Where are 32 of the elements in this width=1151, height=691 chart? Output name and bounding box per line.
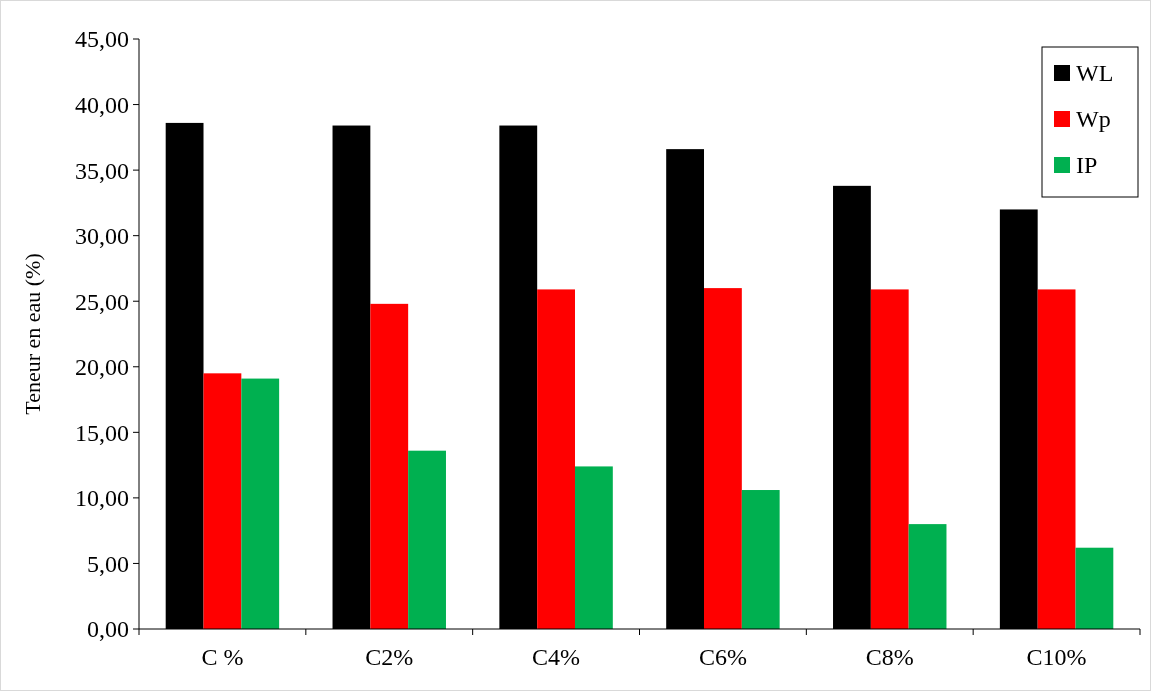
- y-tick-label: 45,00: [75, 26, 129, 53]
- y-axis-title: Teneur en eau (%): [20, 253, 45, 415]
- y-tick-label: 30,00: [75, 223, 129, 250]
- y-tick-label: 15,00: [75, 419, 129, 446]
- legend-label: WL: [1076, 60, 1114, 87]
- x-tick-label: C8%: [865, 644, 914, 670]
- y-tick-label: 40,00: [75, 91, 129, 118]
- x-tick-label: C4%: [532, 644, 581, 670]
- x-tick-label: C10%: [1026, 644, 1087, 670]
- y-tick-label: 5,00: [87, 550, 129, 577]
- y-tick-label: 35,00: [75, 157, 129, 184]
- bar: [537, 289, 575, 629]
- bar: [1037, 289, 1076, 629]
- bar: [408, 450, 446, 629]
- x-tick-label: C %: [201, 644, 244, 670]
- bar: [241, 378, 280, 629]
- bar: [574, 466, 613, 629]
- bar: [203, 373, 242, 629]
- x-tick-label: C2%: [365, 644, 414, 670]
- bar: [870, 289, 909, 629]
- y-tick-label: 10,00: [75, 485, 129, 512]
- y-tick-label: 0,00: [87, 616, 129, 643]
- bar: [370, 303, 409, 629]
- bar: [741, 490, 780, 629]
- legend-label: Wp: [1076, 106, 1111, 133]
- y-tick-label: 20,00: [75, 354, 129, 381]
- legend-label: IP: [1076, 152, 1098, 179]
- bar: [704, 288, 742, 629]
- y-tick-label: 25,00: [75, 288, 129, 315]
- bar: [1075, 547, 1114, 629]
- x-tick-label: C6%: [698, 644, 747, 670]
- bar: [908, 524, 947, 629]
